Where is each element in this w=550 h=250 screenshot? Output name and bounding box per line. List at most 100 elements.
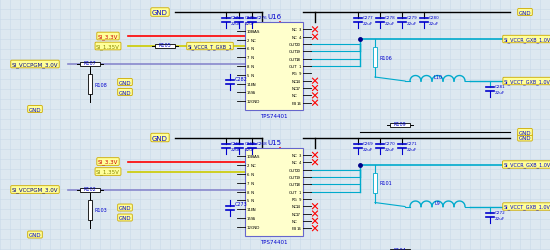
Text: R104: R104: [394, 246, 406, 250]
Text: 11: 11: [247, 82, 252, 86]
Text: SI_VCCR_T_GXB_1: SI_VCCR_T_GXB_1: [188, 44, 233, 50]
Text: R108: R108: [94, 82, 107, 87]
Text: 14: 14: [296, 204, 301, 208]
Text: NC: NC: [291, 28, 297, 32]
Text: 3: 3: [299, 28, 301, 32]
Text: IN: IN: [251, 172, 255, 176]
Text: GND: GND: [29, 107, 41, 112]
Text: C266: C266: [230, 141, 241, 145]
Text: EN: EN: [251, 207, 257, 211]
Text: IN: IN: [251, 181, 255, 185]
Text: 6: 6: [247, 47, 249, 51]
Text: GND: GND: [519, 10, 531, 16]
Text: 4: 4: [299, 160, 301, 164]
Text: R107: R107: [84, 61, 96, 66]
Text: 12: 12: [247, 100, 252, 104]
Text: 22uF: 22uF: [495, 216, 505, 220]
Text: SI_3.3V: SI_3.3V: [98, 159, 118, 165]
Text: 18: 18: [296, 182, 301, 186]
Text: SS: SS: [251, 216, 256, 220]
Text: 12: 12: [247, 225, 252, 229]
Text: SI_VCCT_GXB_1.0V_T: SI_VCCT_GXB_1.0V_T: [504, 79, 550, 84]
Text: C278: C278: [384, 16, 395, 20]
Text: 10: 10: [247, 30, 252, 34]
Text: TPS74401: TPS74401: [260, 238, 288, 244]
Text: GND: GND: [152, 10, 168, 16]
Text: 11: 11: [247, 207, 252, 211]
Bar: [245, 23, 303, 110]
Text: NC: NC: [291, 79, 297, 83]
Text: C272: C272: [495, 210, 506, 214]
Text: GND: GND: [519, 130, 531, 135]
Text: C282: C282: [235, 76, 248, 81]
Text: 15: 15: [247, 91, 252, 95]
Text: R109: R109: [394, 122, 406, 126]
Text: 15: 15: [247, 216, 252, 220]
Text: 9: 9: [299, 197, 301, 201]
Text: IN: IN: [251, 74, 255, 78]
Text: 22uF: 22uF: [428, 22, 439, 26]
Text: NC: NC: [291, 160, 297, 164]
Text: OUT: OUT: [288, 190, 297, 194]
Text: GND: GND: [152, 135, 168, 141]
Bar: [373, 173, 377, 193]
Bar: [373, 48, 377, 68]
Text: NC: NC: [251, 164, 257, 168]
Text: 22uF: 22uF: [230, 22, 241, 26]
Text: 2: 2: [247, 164, 250, 168]
Text: SS: SS: [251, 91, 256, 95]
Text: 14: 14: [296, 79, 301, 83]
Text: 20: 20: [296, 168, 301, 172]
Text: C267: C267: [244, 141, 255, 145]
Text: OUT: OUT: [288, 43, 297, 47]
Text: 9: 9: [299, 72, 301, 76]
Text: NC: NC: [251, 38, 257, 42]
Text: U15: U15: [267, 139, 281, 145]
Text: IN: IN: [251, 56, 255, 60]
Text: NC: NC: [291, 94, 297, 98]
Text: 22uF: 22uF: [384, 22, 395, 26]
Text: OUT: OUT: [288, 65, 297, 69]
Text: OUT: OUT: [288, 58, 297, 62]
Text: 18: 18: [296, 58, 301, 62]
Text: C279: C279: [406, 16, 417, 20]
Text: 22uF: 22uF: [384, 147, 395, 151]
Bar: [390, 124, 410, 128]
Text: 8: 8: [247, 190, 250, 194]
Text: 19: 19: [296, 175, 301, 179]
Text: 20: 20: [296, 43, 301, 47]
Text: IN: IN: [251, 190, 255, 194]
Text: OUT: OUT: [288, 182, 297, 186]
Text: 8: 8: [247, 65, 250, 69]
Text: GND: GND: [29, 232, 41, 237]
Text: C273: C273: [235, 201, 248, 206]
Text: 22uF: 22uF: [244, 22, 255, 26]
Text: IN: IN: [251, 47, 255, 51]
Text: 16: 16: [296, 226, 301, 230]
Text: SI_VCCPGM_3.0V: SI_VCCPGM_3.0V: [12, 62, 58, 68]
Text: C271: C271: [406, 141, 417, 145]
Text: 17: 17: [296, 212, 301, 216]
Text: SI_VCCT_GXB_1.0V_R: SI_VCCT_GXB_1.0V_R: [504, 204, 550, 210]
Text: SI_VCCR_GXB_1.0V_R: SI_VCCR_GXB_1.0V_R: [503, 162, 550, 168]
Text: R106: R106: [379, 55, 392, 60]
Text: 3: 3: [299, 153, 301, 157]
Text: C281: C281: [495, 85, 505, 89]
Bar: [80, 63, 100, 67]
Text: GND: GND: [119, 80, 131, 85]
Text: IN: IN: [251, 65, 255, 69]
Text: GND: GND: [119, 90, 131, 95]
Text: R102: R102: [84, 186, 96, 191]
Bar: [155, 45, 175, 49]
Text: L9: L9: [434, 200, 441, 205]
Text: 2: 2: [247, 38, 250, 42]
Text: C277: C277: [362, 16, 373, 20]
Text: 1: 1: [299, 65, 301, 69]
Text: 22uF: 22uF: [495, 91, 505, 95]
Text: R101: R101: [379, 180, 392, 185]
Bar: [80, 188, 100, 192]
Bar: [390, 248, 410, 250]
Text: IN: IN: [251, 198, 255, 202]
Text: OUT: OUT: [288, 168, 297, 172]
Text: 22uF: 22uF: [406, 22, 417, 26]
